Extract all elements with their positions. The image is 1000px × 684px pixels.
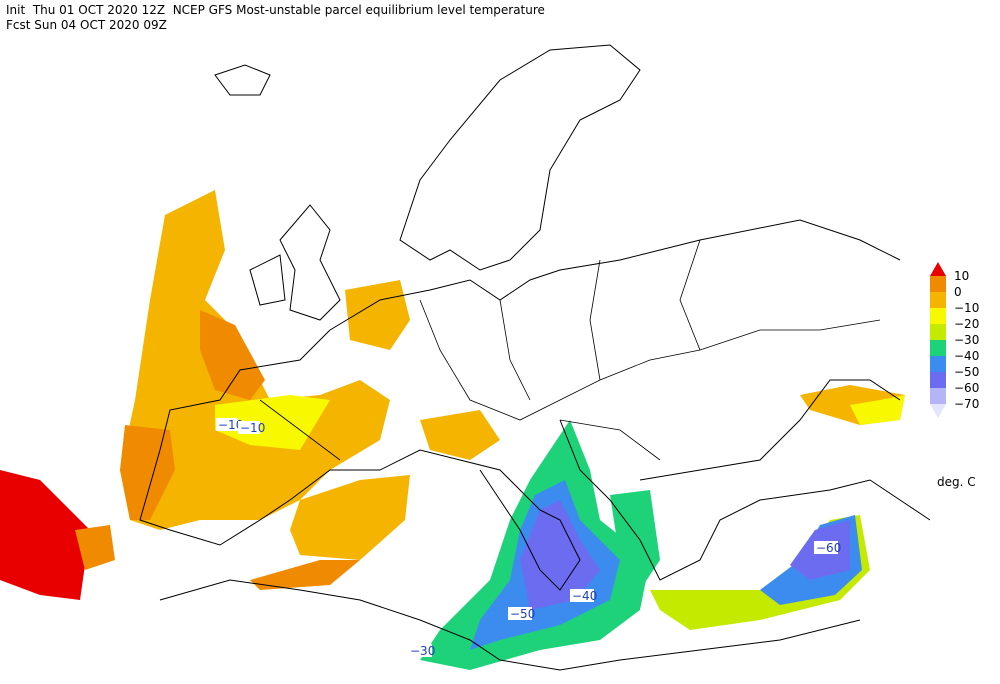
coastline — [559, 419, 931, 581]
legend-swatch — [930, 308, 946, 324]
header-line-2: Fcst Sun 04 OCT 2020 09Z — [6, 18, 167, 32]
legend-arrow — [930, 404, 946, 418]
field-purple — [520, 500, 600, 610]
legend-swatch — [930, 388, 946, 404]
contour-label: −30 — [410, 644, 435, 658]
legend-swatch — [930, 356, 946, 372]
coastline — [399, 44, 641, 271]
contour-label: −40 — [572, 589, 597, 603]
coastline — [139, 329, 581, 591]
field-dark-orange — [200, 310, 265, 400]
shaded-fields — [0, 190, 905, 670]
label-box — [216, 418, 238, 431]
field-orange — [120, 190, 390, 530]
contour-labels: −10 −10 −40 −50 −60 −30 — [216, 418, 841, 658]
border — [259, 239, 701, 461]
legend-arrow — [930, 262, 946, 276]
legend-label: −20 — [954, 317, 979, 331]
legend-swatch — [930, 292, 946, 308]
contour-label: −50 — [510, 607, 535, 621]
field-orange — [420, 410, 500, 460]
coastline — [214, 64, 271, 96]
legend-label: 0 — [954, 285, 962, 299]
label-box — [508, 607, 532, 620]
label-box — [570, 589, 594, 602]
legend-label: −70 — [954, 397, 979, 411]
coastline — [329, 219, 901, 331]
label-box — [814, 541, 838, 554]
field-red — [0, 470, 90, 600]
coastlines — [139, 44, 931, 671]
legend-swatch — [930, 276, 946, 292]
coastline — [279, 204, 341, 321]
legend-swatch — [930, 372, 946, 388]
coastline — [159, 579, 861, 671]
contour-label: −60 — [816, 541, 841, 555]
label-box — [408, 644, 432, 657]
legend: 10 0 −10 −20 −30 −40 −50 −60 −70 — [930, 262, 979, 418]
field-green — [610, 490, 660, 590]
legend-label: −60 — [954, 381, 979, 395]
field-yellow — [215, 395, 330, 450]
contour-label: −10 — [240, 421, 265, 435]
field-orange — [290, 475, 410, 560]
field-dark-orange — [75, 525, 115, 570]
legend-label: −10 — [954, 301, 979, 315]
header-line-1: Init Thu 01 OCT 2020 12Z NCEP GFS Most-u… — [6, 3, 545, 17]
legend-unit: deg. C — [937, 475, 976, 489]
coastline — [249, 254, 286, 306]
label-box — [238, 421, 260, 434]
contour-label: −10 — [218, 418, 243, 432]
field-yellow — [850, 395, 905, 425]
legend-label: −40 — [954, 349, 979, 363]
legend-swatch — [930, 324, 946, 340]
coastline — [639, 379, 901, 481]
field-dark-orange — [120, 425, 175, 520]
legend-label: 10 — [954, 269, 969, 283]
legend-label: −30 — [954, 333, 979, 347]
legend-label: −50 — [954, 365, 979, 379]
legend-swatch — [930, 340, 946, 356]
field-dark-orange — [250, 560, 360, 590]
